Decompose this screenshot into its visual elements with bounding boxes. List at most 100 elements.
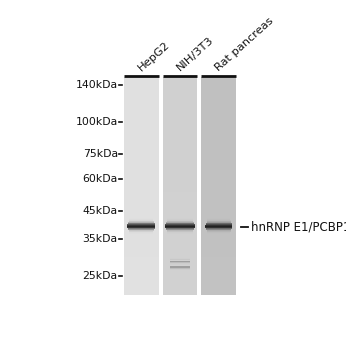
Bar [207, 231, 231, 232]
Bar [171, 265, 190, 266]
Bar [207, 221, 231, 222]
Bar [171, 269, 190, 270]
Bar [124, 279, 158, 285]
Bar [124, 142, 158, 148]
Bar [201, 285, 236, 290]
Bar [201, 197, 236, 203]
Bar [167, 232, 193, 233]
Bar [167, 231, 193, 232]
Bar [201, 203, 236, 208]
Bar [163, 110, 198, 115]
Bar [201, 230, 236, 235]
Bar [124, 203, 158, 208]
Bar [165, 224, 195, 225]
Text: hnRNP E1/PCBP1: hnRNP E1/PCBP1 [251, 220, 346, 233]
Bar [201, 126, 236, 132]
Bar [201, 208, 236, 213]
Bar [124, 126, 158, 132]
Text: HepG2: HepG2 [136, 40, 171, 73]
Bar [163, 290, 198, 295]
Bar [167, 236, 193, 237]
Bar [201, 115, 236, 121]
Bar [163, 268, 198, 273]
Bar [124, 99, 158, 104]
Bar [201, 121, 236, 126]
Text: Rat pancreas: Rat pancreas [214, 16, 276, 73]
Bar [124, 121, 158, 126]
Bar [163, 159, 198, 164]
Bar [128, 229, 154, 230]
Bar [201, 268, 236, 273]
Bar [205, 225, 233, 226]
Bar [201, 148, 236, 153]
Bar [124, 214, 158, 219]
Bar [163, 132, 198, 137]
Bar [207, 217, 230, 218]
Bar [201, 252, 236, 257]
Bar [201, 219, 236, 224]
Bar [207, 230, 231, 231]
Bar [163, 181, 198, 186]
Text: 100kDa: 100kDa [75, 117, 118, 127]
Bar [201, 77, 236, 295]
Bar [163, 93, 198, 99]
Bar [163, 148, 198, 153]
Bar [207, 229, 231, 230]
Bar [129, 218, 153, 219]
Bar [163, 88, 198, 93]
Bar [201, 224, 236, 230]
Bar [124, 192, 158, 197]
Bar [201, 175, 236, 181]
Bar [207, 233, 230, 234]
Bar [124, 285, 158, 290]
Bar [124, 219, 158, 224]
Bar [124, 104, 158, 110]
Bar [129, 233, 153, 234]
Bar [167, 221, 193, 222]
Bar [124, 252, 158, 257]
Bar [163, 77, 198, 295]
Bar [129, 221, 154, 222]
Bar [201, 142, 236, 148]
Bar [124, 137, 158, 142]
Bar [163, 252, 198, 257]
Bar [171, 259, 190, 260]
Bar [163, 197, 198, 203]
Bar [166, 222, 194, 223]
Bar [163, 164, 198, 170]
Bar [163, 246, 198, 252]
Bar [171, 261, 190, 262]
Bar [124, 268, 158, 273]
Bar [167, 233, 193, 234]
Bar [124, 175, 158, 181]
Bar [167, 217, 193, 218]
Bar [163, 126, 198, 132]
Bar [201, 192, 236, 197]
Bar [124, 273, 158, 279]
Bar [163, 235, 198, 241]
Bar [205, 226, 233, 227]
Bar [124, 181, 158, 186]
Bar [206, 227, 232, 228]
Bar [201, 132, 236, 137]
Bar [201, 93, 236, 99]
Bar [201, 137, 236, 142]
Bar [124, 208, 158, 213]
Bar [124, 77, 158, 83]
Bar [171, 260, 190, 261]
Bar [128, 228, 155, 229]
Bar [201, 257, 236, 262]
Bar [163, 104, 198, 110]
Bar [167, 235, 193, 236]
Bar [171, 262, 190, 263]
Bar [206, 228, 232, 229]
Text: 45kDa: 45kDa [83, 206, 118, 216]
Bar [207, 218, 230, 219]
Bar [124, 257, 158, 262]
Bar [167, 218, 193, 219]
Bar [165, 225, 195, 226]
Bar [207, 219, 230, 220]
Bar [129, 220, 153, 221]
Bar [167, 220, 193, 221]
Bar [166, 228, 194, 229]
